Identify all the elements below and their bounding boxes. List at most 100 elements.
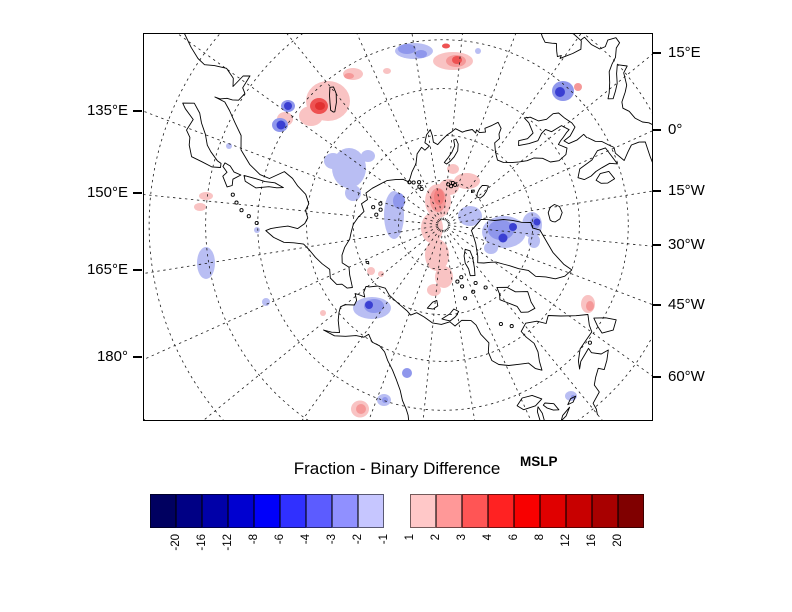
colorbar-tick-label: -3: [326, 534, 338, 545]
anomaly-blob: [345, 185, 361, 201]
anomaly-blob: [254, 227, 260, 233]
coastline-severnaya-zemlya: [417, 180, 422, 185]
coastline-lake-baikal: [329, 86, 337, 113]
colorbar-cell: [488, 494, 514, 528]
anomaly-blob: [447, 164, 459, 174]
anomaly-blob: [434, 189, 444, 205]
coastline-kuril-islands: [239, 208, 244, 213]
coastline-new-siberian-islands: [374, 212, 379, 217]
colorbar-tick-label: -2: [352, 534, 364, 545]
coastline-severnaya-zemlya: [419, 186, 424, 192]
coastline-svalbard: [476, 184, 489, 199]
coastline-wrangel-island: [365, 260, 370, 265]
coastline-kuril-islands: [254, 220, 259, 226]
anomaly-blob: [454, 173, 480, 189]
right-tick-mark: [652, 52, 661, 54]
graticule-parallel: [352, 134, 534, 316]
coastline-lake-huron: [542, 402, 560, 411]
anomaly-blob: [435, 266, 453, 288]
colorbar-cell: [436, 494, 462, 528]
coastline-lake-michigan: [536, 406, 545, 420]
left-tick-mark: [133, 192, 142, 194]
colorbar-cell: [462, 494, 488, 528]
colorbar-cell: [566, 494, 592, 528]
anomaly-blob: [324, 153, 342, 169]
anomaly-blob: [475, 48, 481, 54]
anomaly-blob: [356, 404, 366, 414]
left-tick-label: 135°E: [86, 102, 128, 119]
anomaly-blob: [365, 301, 373, 309]
graticule-parallel: [306, 88, 580, 362]
coastline-black-sea: [541, 34, 582, 59]
field-name: MSLP: [520, 454, 558, 469]
graticule-meridian: [447, 225, 652, 247]
field-annotation: MSLP Valid: 2006080800Z: [520, 422, 643, 550]
colorbar-cell: [280, 494, 306, 528]
coastline-iceland: [547, 204, 563, 223]
anomaly-blob: [458, 206, 482, 226]
coastline-arctic-archipelago-small: [455, 279, 460, 284]
colorbar-cell: [514, 494, 540, 528]
right-tick-label: 45°W: [668, 296, 705, 313]
colorbar-tick-label: 2: [430, 534, 442, 541]
coastline-anticosti: [587, 340, 592, 345]
anomaly-blob: [574, 83, 582, 91]
coastline-franz-josef-land: [446, 182, 451, 187]
anomaly-blob: [484, 242, 498, 254]
coastline-eurasia-mainland: [184, 34, 588, 289]
coastline-severnaya-zemlya: [407, 180, 412, 185]
anomaly-blob: [421, 213, 443, 243]
coastline-arctic-archipelago-small: [473, 280, 478, 286]
right-tick-label: 30°W: [668, 236, 705, 253]
colorbar-tick-label: -12: [222, 534, 234, 551]
colorbar-tick-label: 12: [560, 534, 572, 547]
anomaly-blob: [425, 239, 449, 271]
anomaly-blob: [427, 284, 441, 296]
coastline-novaya-zemlya: [443, 138, 459, 165]
left-tick-mark: [133, 356, 142, 358]
coastline-franz-josef-land: [450, 180, 455, 186]
coastline-lake-erie: [560, 406, 571, 420]
coastline-arctic-archipelago-small: [463, 296, 468, 301]
coastline-lake-ontario: [567, 395, 577, 406]
graticule-meridian: [445, 34, 582, 222]
anomaly-blob: [284, 102, 292, 110]
coastline-greenland: [470, 219, 573, 280]
anomaly-blob: [378, 271, 384, 277]
colorbar-cell: [306, 494, 332, 528]
coastline-arctic-archipelago-small: [471, 289, 476, 294]
colorbar-cell: [254, 494, 280, 528]
anomaly-blob: [555, 87, 565, 97]
colorbar-cell: [150, 494, 176, 528]
graticule-meridian: [286, 34, 441, 222]
coastline-arctic-archipelago-small: [498, 321, 503, 327]
graticule-parallel: [398, 180, 488, 270]
colorbar-cell: [202, 494, 228, 528]
anomaly-blob: [320, 310, 326, 316]
plot-title: Fraction - Binary Difference: [293, 459, 501, 478]
right-tick-label: 0°: [668, 121, 683, 138]
graticule-parallel: [205, 34, 652, 420]
coastline-sakhalin: [243, 174, 284, 189]
colorbar-cell: [358, 494, 384, 528]
anomaly-blob: [398, 44, 416, 54]
anomaly-blob: [452, 56, 462, 64]
coastline-europe-west-south: [580, 36, 652, 163]
anomaly-blob: [262, 298, 270, 306]
coastline-banks-island: [426, 299, 439, 310]
right-tick-mark: [652, 190, 661, 192]
anomaly-blob: [276, 120, 286, 130]
colorbar-tick-label: -6: [274, 534, 286, 545]
anomaly-blob: [393, 193, 405, 209]
coastline-arctic-archipelago-small: [459, 275, 464, 280]
coastline-kuril-islands: [234, 200, 239, 205]
right-tick-mark: [652, 304, 661, 306]
colorbar-cell: [592, 494, 618, 528]
colorbar-tick-label: 1: [404, 534, 416, 541]
coastline-victoria-island: [441, 308, 460, 322]
colorbar-tick-label: -20: [170, 534, 182, 551]
map-svg: [144, 34, 652, 420]
coastline-severnaya-zemlya: [417, 184, 422, 189]
left-tick-label: 180°: [96, 348, 128, 365]
colorbar-tick-label: 16: [586, 534, 598, 547]
